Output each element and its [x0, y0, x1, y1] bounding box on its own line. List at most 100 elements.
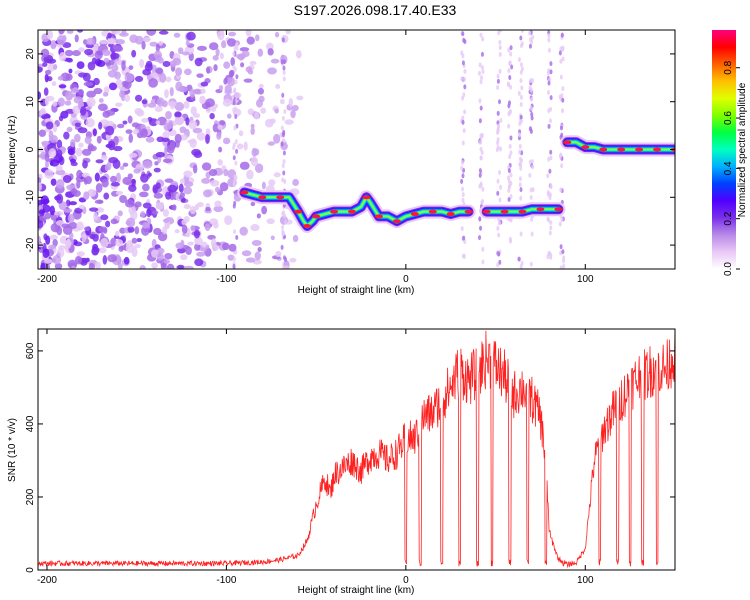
noise-blob [81, 233, 87, 242]
streak-blob [498, 197, 502, 203]
noise-blob [261, 205, 268, 215]
ridge-peak-core [538, 208, 543, 211]
noise-blob [140, 173, 149, 183]
noise-blob [134, 244, 141, 249]
noise-blob [162, 60, 171, 67]
streak-blob [460, 165, 464, 171]
noise-blob [217, 159, 223, 166]
noise-blob [40, 48, 50, 58]
noise-blob [222, 137, 231, 145]
noise-blob [63, 208, 73, 213]
noise-blob [70, 87, 79, 94]
streak-blob [509, 172, 513, 178]
noise-blob [224, 84, 232, 94]
streak-blob [506, 175, 510, 181]
noise-blob [223, 61, 231, 69]
noise-blob [153, 192, 164, 199]
streak-blob [496, 190, 500, 196]
noise-blob [133, 168, 141, 174]
y-tick-label: 200 [25, 488, 36, 505]
streak-blob [461, 197, 465, 203]
noise-blob [65, 90, 74, 101]
streak-blob [479, 79, 483, 85]
noise-blob [70, 265, 76, 269]
noise-blob [127, 226, 135, 233]
noise-blob [183, 100, 190, 109]
colorbar-tick-label: 0.0 [723, 262, 734, 276]
streak-blob [559, 152, 563, 158]
noise-blob [290, 109, 296, 119]
noise-blob [267, 67, 277, 75]
noise-blob [127, 173, 133, 179]
streak-blob [562, 263, 566, 269]
ridge-peak-core [601, 148, 606, 151]
streak-blob [479, 225, 483, 231]
noise-blob [124, 199, 135, 208]
streak-blob [546, 70, 550, 76]
noise-blob [238, 130, 244, 137]
streak-blob [509, 150, 513, 156]
streak-blob [463, 84, 467, 90]
noise-blob [180, 254, 188, 261]
noise-blob [58, 201, 67, 211]
noise-blob [41, 113, 51, 119]
noise-blob [141, 222, 150, 229]
noise-blob [87, 189, 97, 197]
streak-blob [520, 158, 524, 164]
streak-blob [507, 196, 511, 202]
colorbar: 0.0 0.2 0.4 0.6 0.8 Normalized spectral ampl… [712, 30, 748, 276]
noise-blob [93, 77, 100, 86]
streak-blob [549, 95, 553, 101]
spectrogram-x-label: Height of straight line (km) [298, 285, 415, 296]
noise-blob [78, 142, 84, 148]
noise-blob [183, 181, 194, 188]
streak-blob [283, 109, 287, 115]
noise-blob [74, 122, 81, 128]
streak-blob [234, 160, 238, 166]
noise-blob [163, 259, 171, 264]
noise-blob [289, 257, 297, 263]
noise-blob [111, 64, 119, 72]
noise-blob [190, 225, 196, 232]
streak-blob [506, 81, 510, 87]
streak-blob [497, 232, 501, 238]
noise-blob [58, 84, 67, 89]
noise-blob [205, 206, 211, 212]
noise-blob [97, 103, 108, 111]
ridge-peak-core [314, 215, 319, 218]
y-tick-label: 600 [25, 342, 36, 359]
noise-blob [115, 79, 123, 89]
streak-blob [519, 195, 523, 201]
noise-blob [274, 108, 279, 114]
streak-blob [561, 97, 565, 103]
ridge-peak-core [412, 213, 417, 216]
spectrogram-x-ticks: -200 -100 0 100 [37, 30, 594, 285]
noise-blob [94, 50, 103, 60]
streak-blob [282, 137, 286, 143]
noise-blob [219, 30, 225, 36]
y-tick-label: 0 [25, 567, 36, 573]
ridge-peak-core [430, 210, 435, 213]
noise-blob [178, 183, 184, 193]
streak-blob [463, 39, 467, 45]
streak-blob [562, 258, 566, 264]
streak-blob [232, 179, 236, 185]
ridge-peak-core [583, 146, 588, 149]
noise-blob [49, 234, 58, 241]
streak-blob [463, 68, 467, 74]
colorbar-gradient [712, 30, 736, 269]
streak-blob [547, 80, 551, 86]
streak-blob [547, 47, 551, 53]
streak-blob [463, 76, 467, 82]
streak-blob [499, 117, 503, 123]
x-tick-label: -100 [216, 274, 236, 285]
noise-blob [185, 116, 190, 126]
noise-blob [100, 237, 109, 248]
noise-blob [93, 87, 103, 95]
streak-blob [519, 35, 523, 41]
streak-blob [528, 30, 532, 36]
streak-blob [282, 70, 286, 76]
noise-blob [275, 84, 281, 89]
streak-blob [480, 149, 484, 155]
noise-blob [219, 182, 229, 192]
